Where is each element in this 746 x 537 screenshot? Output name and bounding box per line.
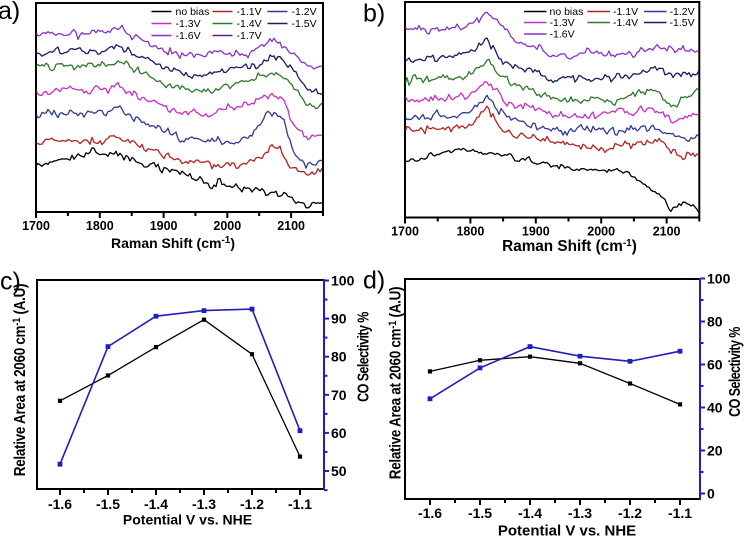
- svg-text:80: 80: [707, 314, 723, 330]
- svg-text:90: 90: [331, 311, 347, 327]
- svg-text:-1.4: -1.4: [518, 505, 542, 521]
- svg-text:-1.5V: -1.5V: [292, 18, 317, 30]
- svg-text:Raman Shift (cm-1): Raman Shift (cm-1): [502, 238, 637, 255]
- svg-text:-1.5: -1.5: [96, 496, 120, 512]
- svg-text:60: 60: [707, 357, 723, 373]
- svg-text:-1.5: -1.5: [468, 505, 492, 521]
- svg-text:-1.1: -1.1: [288, 496, 312, 512]
- svg-text:60: 60: [331, 425, 347, 441]
- svg-text:-1.1V: -1.1V: [237, 6, 262, 18]
- svg-text:70: 70: [331, 387, 347, 403]
- svg-text:-1.3: -1.3: [192, 496, 216, 512]
- svg-text:Potential V vs. NHE: Potential V vs. NHE: [123, 512, 252, 528]
- svg-text:2100: 2100: [277, 219, 305, 233]
- svg-text:-1.1V: -1.1V: [613, 6, 638, 18]
- svg-text:20: 20: [707, 443, 723, 459]
- svg-text:-1.4: -1.4: [144, 496, 168, 512]
- svg-text:100: 100: [331, 273, 355, 289]
- svg-text:1700: 1700: [391, 225, 419, 239]
- svg-text:1800: 1800: [86, 219, 114, 233]
- svg-text:Potential V vs. NHE: Potential V vs. NHE: [498, 523, 636, 537]
- svg-text:0: 0: [707, 486, 715, 502]
- svg-text:50: 50: [331, 463, 347, 479]
- svg-text:a): a): [0, 0, 20, 25]
- svg-text:CO Selectivity %: CO Selectivity %: [726, 326, 744, 417]
- svg-text:no bias: no bias: [176, 6, 210, 18]
- svg-text:-1.3: -1.3: [568, 505, 592, 521]
- svg-text:100: 100: [707, 271, 731, 287]
- svg-text:-1.6V: -1.6V: [176, 30, 201, 42]
- svg-text:-1.2: -1.2: [618, 505, 642, 521]
- svg-text:2000: 2000: [213, 219, 241, 233]
- svg-text:-1.2V: -1.2V: [292, 6, 317, 18]
- svg-text:1800: 1800: [456, 225, 484, 239]
- svg-text:b): b): [363, 0, 385, 28]
- svg-text:d): d): [363, 267, 385, 295]
- svg-text:-1.1: -1.1: [668, 505, 692, 521]
- svg-text:80: 80: [331, 349, 347, 365]
- svg-text:Raman Shift (cm-1): Raman Shift (cm-1): [111, 235, 235, 251]
- svg-text:Relative Area at 2060 cm-1 (A.: Relative Area at 2060 cm-1 (A.U): [12, 283, 29, 476]
- svg-text:-1.3V: -1.3V: [550, 17, 575, 29]
- svg-text:-1.3V: -1.3V: [176, 18, 201, 30]
- svg-text:1700: 1700: [22, 219, 50, 233]
- svg-text:1900: 1900: [522, 225, 550, 239]
- svg-text:-1.6V: -1.6V: [550, 29, 575, 41]
- svg-text:-1.5V: -1.5V: [670, 17, 695, 29]
- svg-text:1900: 1900: [150, 219, 178, 233]
- svg-text:no bias: no bias: [550, 6, 584, 18]
- svg-text:-1.4V: -1.4V: [237, 18, 262, 30]
- svg-text:-1.2: -1.2: [240, 496, 264, 512]
- svg-text:-1.2V: -1.2V: [670, 6, 695, 18]
- svg-text:c): c): [0, 268, 21, 296]
- svg-text:-1.7V: -1.7V: [237, 30, 262, 42]
- svg-text:-1.6: -1.6: [418, 505, 442, 521]
- svg-text:2100: 2100: [653, 225, 681, 239]
- svg-text:CO Selectivity %: CO Selectivity %: [354, 311, 372, 402]
- svg-text:40: 40: [707, 400, 723, 416]
- svg-text:-1.4V: -1.4V: [613, 17, 638, 29]
- svg-text:-1.6: -1.6: [48, 496, 72, 512]
- svg-text:2000: 2000: [587, 225, 615, 239]
- svg-text:Relative Area at 2060 cm-1 (A.: Relative Area at 2060 cm-1 (A.U): [387, 286, 404, 479]
